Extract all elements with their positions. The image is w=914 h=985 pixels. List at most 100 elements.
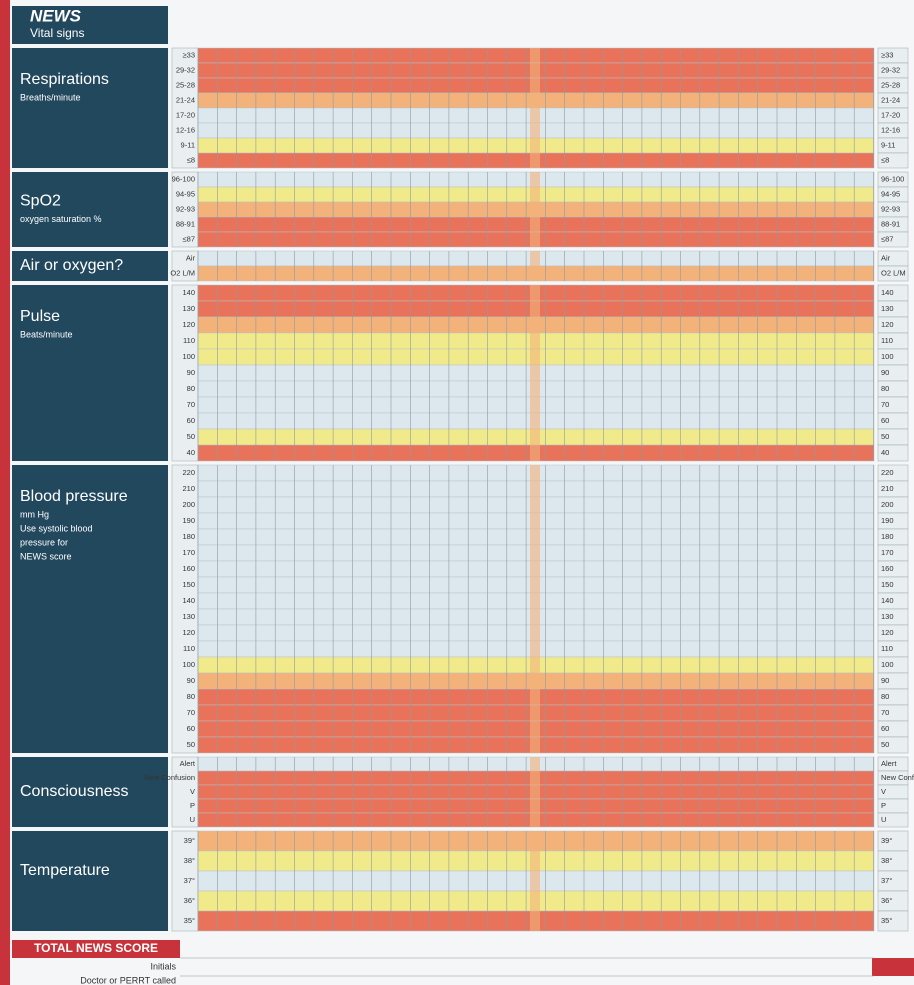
row-label: U xyxy=(190,815,195,824)
row-label-right: 140 xyxy=(881,288,894,297)
row-label: 110 xyxy=(183,336,195,345)
row-label-right-bg xyxy=(877,444,909,462)
row-label: 60 xyxy=(187,724,195,733)
row-label-right: 160 xyxy=(881,564,894,573)
label-column xyxy=(171,756,199,828)
section-box xyxy=(12,465,168,753)
row-label-right: 39° xyxy=(881,836,892,845)
row-label: O2 L/M xyxy=(170,268,195,277)
row-label: 50 xyxy=(187,740,195,749)
header-subtitle: Vital signs xyxy=(30,26,84,40)
row-label: 88-91 xyxy=(176,219,195,228)
row-label: 210 xyxy=(182,484,195,493)
row-label: 90 xyxy=(187,368,195,377)
row-label-right: 120 xyxy=(881,628,894,637)
row-label: New Confusion xyxy=(144,773,195,782)
row-label: 190 xyxy=(182,516,195,525)
section-title: Blood pressure xyxy=(20,488,128,505)
score-column xyxy=(530,465,540,753)
section-note: mm Hg xyxy=(20,509,49,519)
row-label: 180 xyxy=(182,532,195,541)
section-note: oxygen saturation % xyxy=(20,214,102,224)
row-label-right: 120 xyxy=(881,320,894,329)
section-box xyxy=(12,285,168,461)
row-label: 70 xyxy=(187,400,195,409)
row-label-right: 50 xyxy=(881,740,889,749)
row-label-right: 12-16 xyxy=(881,125,900,134)
section-title: Respirations xyxy=(20,71,109,88)
row-label-right: 150 xyxy=(881,580,894,589)
row-label-right-bg xyxy=(877,910,909,932)
row-label-right: 90 xyxy=(881,368,889,377)
row-label: 9-11 xyxy=(181,140,195,149)
row-label-right: 130 xyxy=(881,304,894,313)
row-label: 35° xyxy=(184,916,195,925)
row-label-right: 70 xyxy=(881,400,889,409)
total-banner-right xyxy=(872,958,914,976)
section-title: SpO2 xyxy=(20,193,61,210)
row-label-right: 60 xyxy=(881,416,889,425)
row-label: 130 xyxy=(182,304,195,313)
row-label: Alert xyxy=(180,759,196,768)
total-label: TOTAL NEWS SCORE xyxy=(34,941,158,955)
row-label: 100 xyxy=(182,660,195,669)
row-label: 200 xyxy=(182,500,195,509)
section-note: Breaths/minute xyxy=(20,92,81,102)
section-note: Use systolic blood xyxy=(20,523,93,533)
row-label-right: 180 xyxy=(881,532,894,541)
row-label: 120 xyxy=(182,628,195,637)
row-label: 80 xyxy=(187,384,195,393)
row-label-right: 38° xyxy=(881,856,892,865)
row-label: P xyxy=(190,801,195,810)
label-column xyxy=(171,284,199,462)
row-label-right: V xyxy=(881,787,886,796)
section-box xyxy=(12,48,168,168)
row-label: 140 xyxy=(182,288,195,297)
row-label-right: ≤8 xyxy=(881,155,889,164)
row-label: 80 xyxy=(187,692,195,701)
red-edge xyxy=(0,0,10,985)
row-label: 120 xyxy=(182,320,195,329)
row-label: V xyxy=(190,787,195,796)
row-label: 39° xyxy=(184,836,195,845)
row-label: ≥33 xyxy=(183,50,195,59)
row-label: ≤8 xyxy=(187,155,195,164)
row-label: 220 xyxy=(182,468,195,477)
row-label-right: New Confusion xyxy=(881,773,914,782)
row-label: 17-20 xyxy=(176,110,195,119)
row-label: 150 xyxy=(182,580,195,589)
row-label: Air xyxy=(186,253,196,262)
row-label: 21-24 xyxy=(176,95,195,104)
section-box xyxy=(12,757,168,827)
score-column xyxy=(530,172,540,247)
row-label-right: 17-20 xyxy=(881,110,900,119)
row-label-right: 80 xyxy=(881,384,889,393)
row-label: 12-16 xyxy=(176,125,195,134)
row-label-right: 200 xyxy=(881,500,894,509)
row-label-right-bg xyxy=(877,231,909,248)
row-label-right: P xyxy=(881,801,886,810)
row-label: 140 xyxy=(182,596,195,605)
section-box xyxy=(12,831,168,931)
row-label-right: 21-24 xyxy=(881,95,900,104)
row-label-right: 100 xyxy=(881,660,894,669)
row-label: 92-93 xyxy=(176,204,195,213)
row-label-right: 60 xyxy=(881,724,889,733)
row-label: ≤87 xyxy=(183,234,195,243)
row-label-right: 50 xyxy=(881,432,889,441)
row-label-right: O2 L/M xyxy=(881,268,906,277)
row-label-right: 9-11 xyxy=(881,140,895,149)
row-label: 25-28 xyxy=(176,80,195,89)
row-label-right: 36° xyxy=(881,896,892,905)
row-label-right-bg xyxy=(877,812,909,828)
row-label-right: 29-32 xyxy=(881,65,900,74)
row-label: 170 xyxy=(182,548,195,557)
section-title: Consciousness xyxy=(20,783,129,800)
row-label-right: 210 xyxy=(881,484,894,493)
row-label-right: 94-95 xyxy=(881,189,900,198)
row-label-right: 96-100 xyxy=(881,174,904,183)
row-label-right-bg xyxy=(877,265,909,282)
doctor-label: Doctor or PERRT called xyxy=(80,975,176,985)
row-label: 29-32 xyxy=(176,65,195,74)
row-label-right: 110 xyxy=(881,336,893,345)
